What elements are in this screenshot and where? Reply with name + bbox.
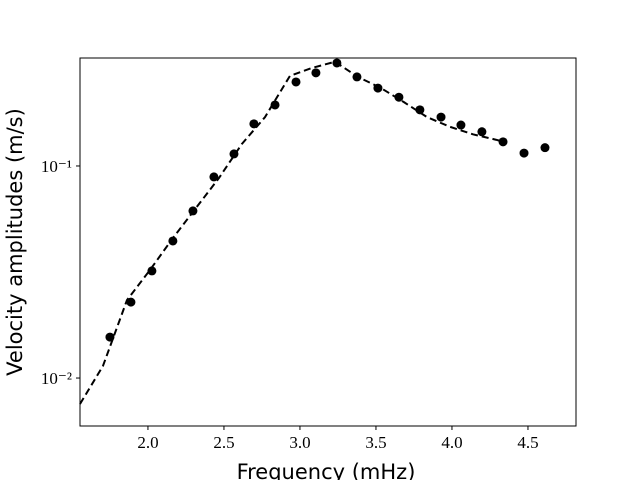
data-line: [79, 60, 504, 405]
data-point: [394, 92, 404, 102]
x-tick-label: 3.0: [289, 433, 310, 452]
data-point: [456, 120, 466, 130]
data-point: [270, 100, 280, 110]
x-tick-label: 2.0: [137, 433, 158, 452]
data-point: [540, 143, 550, 153]
data-point: [311, 68, 321, 78]
data-point: [168, 236, 178, 246]
data-point: [498, 137, 508, 147]
data-point: [291, 77, 301, 87]
y-axis-label: Velocity amplitudes (m/s): [3, 108, 27, 376]
x-axis-label: Frequency (mHz): [237, 460, 416, 480]
data-point: [477, 127, 487, 137]
x-tick-label: 2.5: [213, 433, 234, 452]
y-tick-label: 10⁻¹: [41, 157, 72, 176]
plot-frame: [79, 57, 577, 427]
data-point: [415, 105, 425, 115]
x-tick-label: 4.0: [441, 433, 462, 452]
data-point: [436, 112, 446, 122]
y-tick-label: 10⁻²: [41, 369, 72, 388]
data-point: [209, 172, 219, 182]
data-point: [519, 148, 529, 158]
data-point: [147, 266, 157, 276]
x-tick-label: 3.5: [365, 433, 386, 452]
data-point: [126, 297, 136, 307]
x-tick-label: 4.5: [517, 433, 538, 452]
